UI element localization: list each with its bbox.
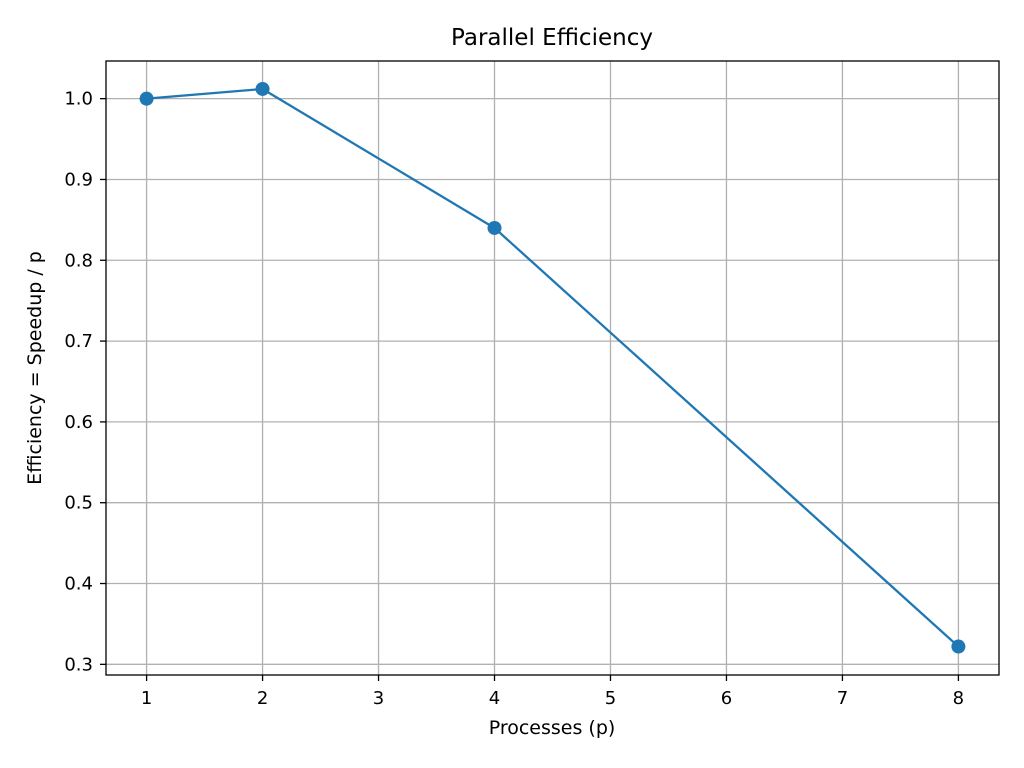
x-tick-label: 1 xyxy=(141,688,152,709)
y-tick-label: 0.4 xyxy=(64,574,93,595)
y-tick-label: 0.3 xyxy=(64,654,93,675)
series-line xyxy=(145,87,961,649)
y-axis-label: Efficiency = Speedup / p xyxy=(24,251,46,485)
data-point-marker xyxy=(951,639,966,654)
grid-layer xyxy=(106,61,999,675)
x-tick-label: 8 xyxy=(953,688,964,709)
y-tick-label: 0.6 xyxy=(64,412,93,433)
chart-title: Parallel Efficiency xyxy=(451,25,653,51)
ticks-layer: 1 2 3 4 5 6 7 8 0.3 0.4 0.5 0.6 0.7 0.8 0.9 1.0 xyxy=(64,89,964,709)
x-tick-label: 3 xyxy=(373,688,384,709)
axes-frame xyxy=(105,60,1000,676)
y-tick-label: 0.7 xyxy=(64,331,93,352)
x-tick-label: 4 xyxy=(489,688,500,709)
data-point-marker xyxy=(139,91,154,106)
data-point-marker xyxy=(255,81,270,96)
x-tick-label: 5 xyxy=(605,688,616,709)
series-layer xyxy=(139,81,966,654)
y-tick-label: 1.0 xyxy=(64,89,93,110)
x-tick-label: 2 xyxy=(257,688,268,709)
x-tick-label: 6 xyxy=(721,688,732,709)
x-tick-label: 7 xyxy=(837,688,848,709)
y-tick-label: 0.5 xyxy=(64,493,93,514)
y-tick-label: 0.9 xyxy=(64,169,93,190)
y-tick-label: 0.8 xyxy=(64,250,93,271)
data-point-marker xyxy=(487,220,502,235)
x-axis-label: Processes (p) xyxy=(489,717,616,739)
